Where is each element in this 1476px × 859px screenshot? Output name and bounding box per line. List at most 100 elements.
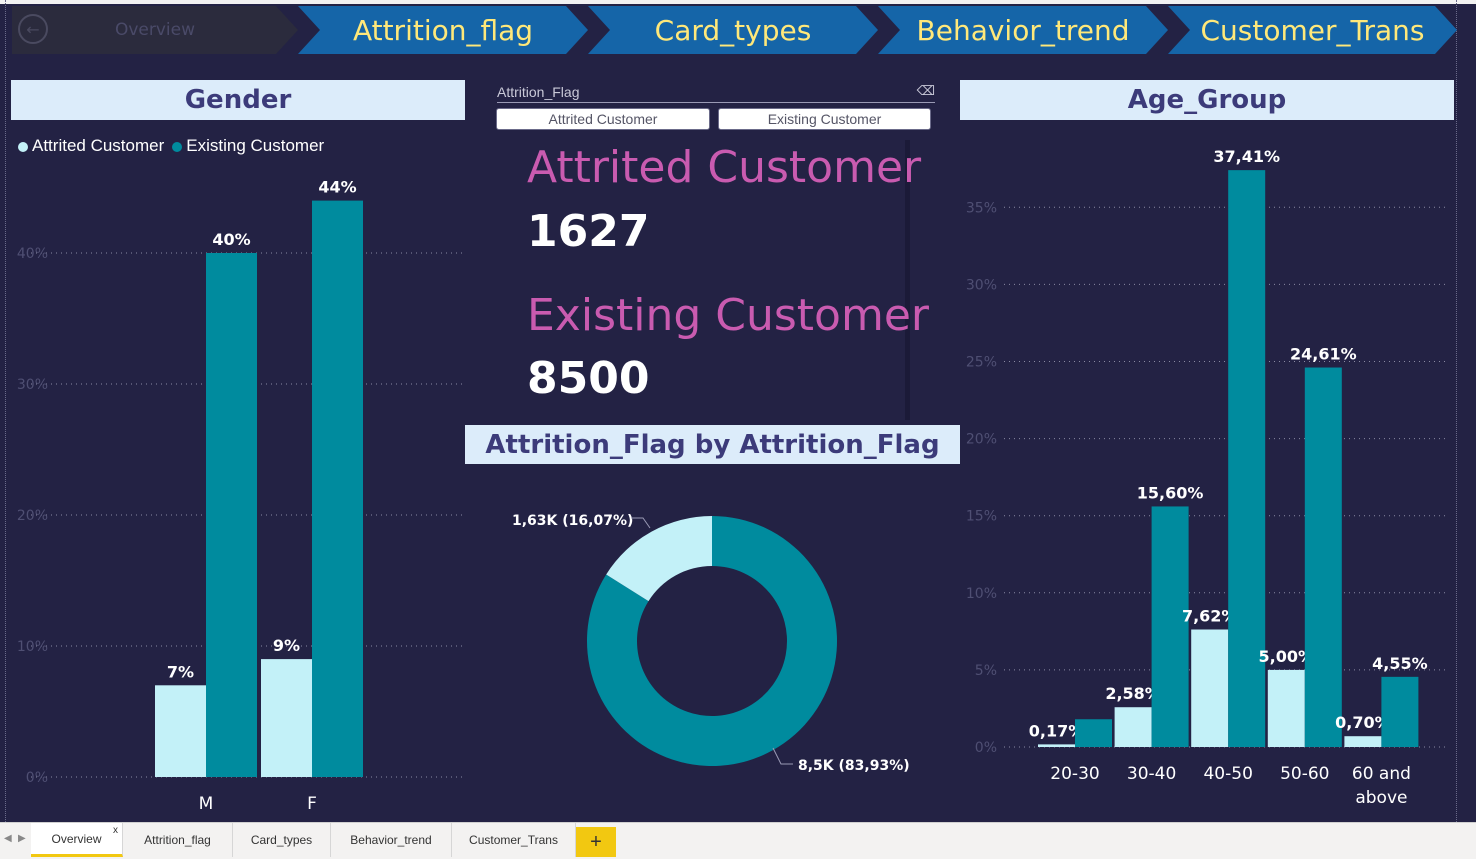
legend-label: Attrited Customer	[32, 136, 165, 155]
top-strip	[0, 0, 1476, 4]
scroll-left-icon[interactable]: ◀	[4, 833, 12, 844]
y-tick-label: 10%	[966, 586, 997, 602]
tab-label: Customer_Trans	[469, 833, 558, 847]
nav-card-types-button[interactable]: Card_types	[588, 6, 878, 54]
slicer-option-attrited[interactable]: Attrited Customer	[496, 108, 710, 130]
donut-label-existing: 8,5K (83,93%)	[798, 758, 910, 774]
data-label: 24,61%	[1290, 345, 1357, 364]
nav-customer-trans-button[interactable]: Customer_Trans	[1168, 6, 1457, 54]
nav-item-label: Customer_Trans	[1200, 13, 1425, 47]
bar	[261, 659, 312, 777]
canvas-border-right	[1456, 0, 1457, 822]
nav-item-label: Overview	[114, 20, 196, 40]
y-tick-label: 25%	[966, 355, 997, 371]
card-label-attrited: Attrited Customer	[527, 142, 922, 193]
data-label: 2,58%	[1105, 684, 1161, 703]
data-label: 5,00%	[1259, 647, 1315, 666]
y-tick-label: 15%	[966, 509, 997, 525]
y-tick-label: 0%	[975, 740, 997, 756]
canvas-border-left	[5, 0, 6, 822]
leader-line	[631, 517, 651, 529]
y-tick-label: 30%	[17, 377, 48, 393]
card-value-attrited: 1627	[527, 206, 650, 257]
bar	[1228, 170, 1266, 747]
report-canvas: ← Overview Attrition_flag Card_types Beh…	[0, 0, 1476, 822]
gender-chart-title: Gender	[11, 80, 465, 120]
tab-label: Card_types	[250, 833, 313, 847]
x-tick-label: 20-30	[1050, 764, 1099, 784]
legend-item-attrited[interactable]: Attrited Customer	[18, 136, 164, 156]
y-tick-label: 35%	[966, 200, 997, 216]
page-tab-bar: ◀ ▶ Overview x Attrition_flag Card_types…	[0, 822, 1476, 859]
donut-label-attrited: 1,63K (16,07%)	[512, 513, 633, 529]
y-tick-label: 20%	[17, 508, 48, 524]
bar	[1344, 736, 1382, 747]
attrition-slicer-header: Attrition_Flag ⌫	[497, 83, 935, 103]
x-tick-label: 30-40	[1127, 764, 1176, 784]
data-label: 0,70%	[1335, 713, 1391, 732]
gender-legend[interactable]: Attrited Customer Existing Customer	[18, 136, 324, 156]
bar	[206, 253, 257, 777]
x-tick-label: M	[199, 794, 214, 810]
x-tick-label: 50-60	[1280, 764, 1329, 784]
age-group-bar-chart[interactable]: 0% 5% 10% 15% 20% 25% 30% 35% 0,17% 20-30 2,58% 15,…	[960, 130, 1456, 814]
data-label: 15,60%	[1137, 483, 1204, 502]
bar	[312, 200, 363, 778]
donut-slice-attrited	[606, 516, 712, 602]
donut-slice-existing	[587, 516, 837, 766]
nav-item-label: Attrition_flag	[352, 13, 534, 47]
bar	[1381, 676, 1419, 747]
bar	[1304, 367, 1342, 747]
tab-label: Attrition_flag	[144, 833, 211, 847]
tab-card-types[interactable]: Card_types	[233, 823, 331, 857]
bar	[1038, 744, 1075, 747]
eraser-icon[interactable]: ⌫	[916, 83, 935, 98]
card-label-existing: Existing Customer	[527, 290, 929, 341]
x-tick-label: 60 and	[1352, 764, 1411, 784]
data-label: 9%	[273, 636, 300, 655]
legend-dot-icon	[18, 141, 28, 152]
tab-attrition-flag[interactable]: Attrition_flag	[123, 823, 233, 857]
legend-dot-icon	[172, 141, 183, 152]
nav-item-label: Card_types	[654, 13, 812, 47]
data-label: 40%	[212, 230, 250, 249]
nav-item-label: Behavior_trend	[916, 13, 1130, 47]
add-page-button[interactable]: +	[576, 827, 616, 857]
close-icon[interactable]: x	[113, 825, 118, 836]
data-label: 7,62%	[1182, 606, 1238, 625]
slicer-option-existing[interactable]: Existing Customer	[718, 108, 931, 130]
data-label: 7%	[167, 662, 194, 681]
legend-item-existing[interactable]: Existing Customer	[172, 136, 324, 156]
card-scrollbar[interactable]	[905, 140, 910, 420]
tab-behavior-trend[interactable]: Behavior_trend	[331, 823, 452, 857]
nav-attrition-flag-button[interactable]: Attrition_flag	[298, 6, 588, 54]
bar	[1151, 506, 1189, 747]
x-tick-label: 40-50	[1203, 764, 1252, 784]
scroll-right-icon[interactable]: ▶	[18, 833, 26, 844]
data-label: 4,55%	[1372, 654, 1428, 673]
y-tick-label: 10%	[17, 639, 48, 655]
x-tick-label: above	[1355, 788, 1407, 808]
y-tick-label: 40%	[17, 246, 48, 262]
tab-overview[interactable]: Overview x	[31, 823, 123, 857]
bar	[155, 685, 206, 777]
donut-chart-title: Attrition_Flag by Attrition_Flag	[465, 425, 960, 464]
y-tick-label: 30%	[966, 277, 997, 293]
y-tick-label: 5%	[975, 663, 997, 679]
bar	[1114, 707, 1152, 747]
attrition-donut-chart[interactable]: 1,63K (16,07%) 8,5K (83,93%)	[465, 470, 960, 810]
bar	[1075, 719, 1112, 747]
y-tick-label: 0%	[26, 770, 48, 786]
x-tick-label: F	[307, 794, 317, 810]
tab-customer-trans[interactable]: Customer_Trans	[452, 823, 576, 857]
card-value-existing: 8500	[527, 353, 650, 404]
nav-overview-button[interactable]: ← Overview	[12, 6, 298, 54]
age-group-chart-title: Age_Group	[960, 80, 1454, 120]
data-label: 37,41%	[1213, 147, 1280, 166]
bar	[1191, 629, 1229, 747]
gender-bar-chart[interactable]: 0% 10% 20% 30% 40% 7% 40% M 9% 44% F	[11, 160, 466, 810]
nav-behavior-trend-button[interactable]: Behavior_trend	[878, 6, 1168, 54]
bar	[1267, 669, 1305, 747]
tab-label: Overview	[51, 831, 102, 846]
leader-line	[772, 747, 793, 765]
